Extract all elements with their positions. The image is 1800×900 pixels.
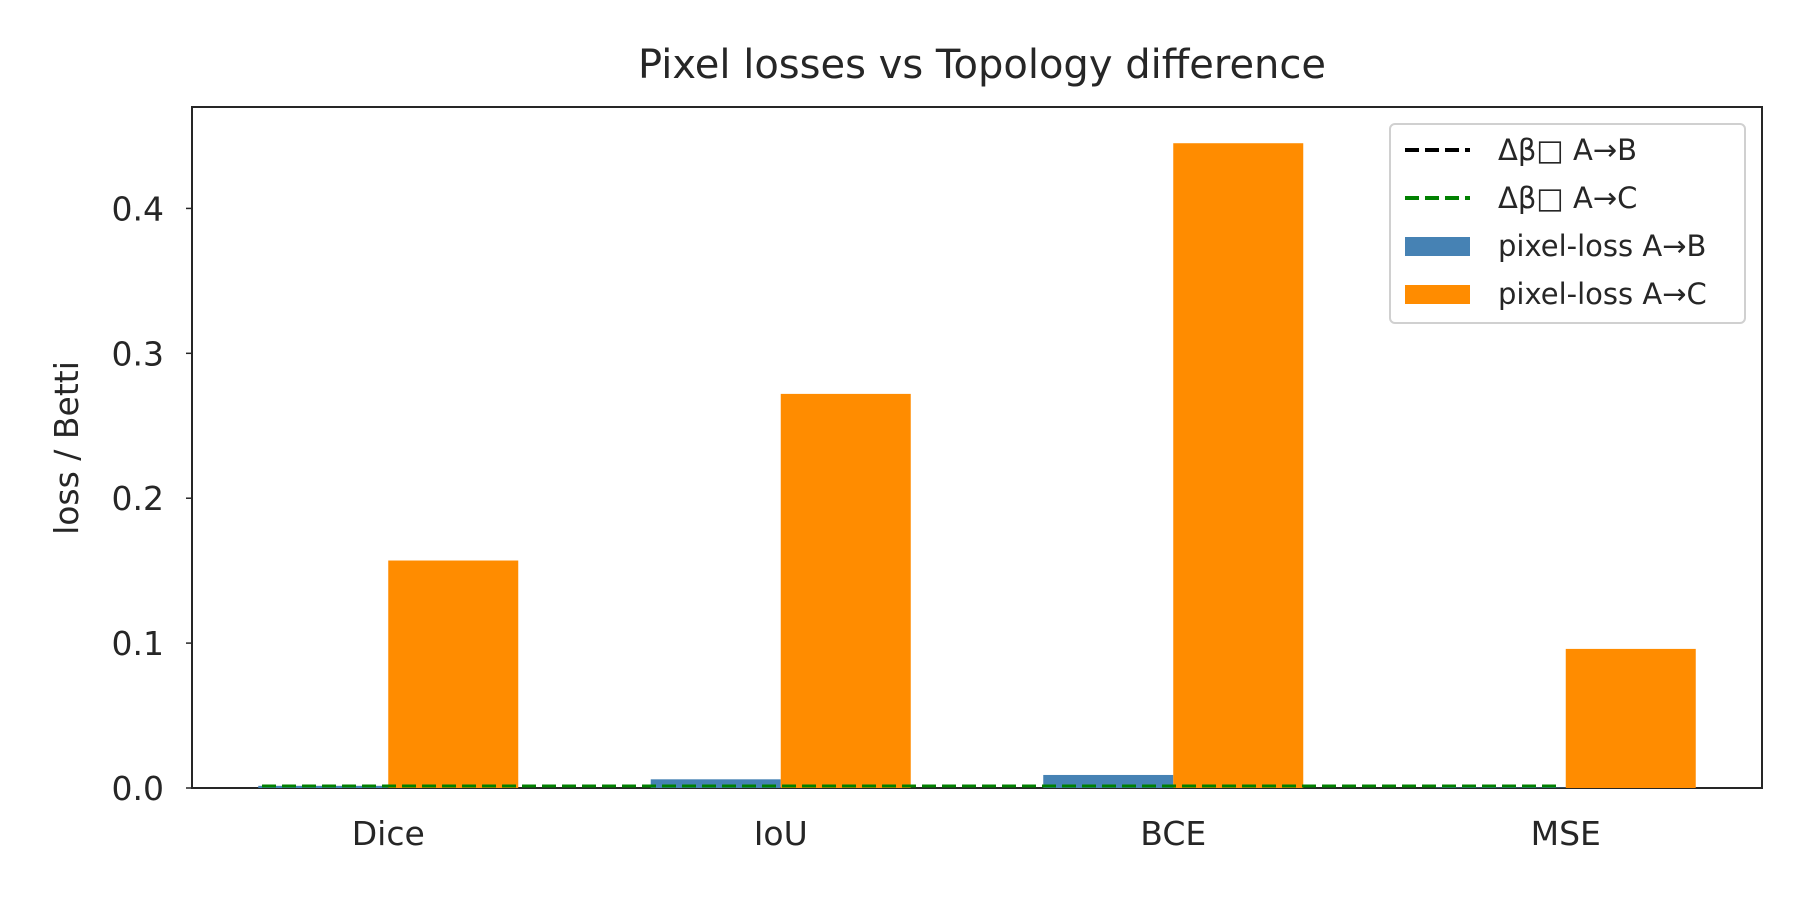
chart-title: Pixel losses vs Topology difference xyxy=(638,42,1326,88)
bars-layer xyxy=(258,143,1696,789)
legend-bar-swatch xyxy=(1405,237,1470,256)
legend-box xyxy=(1389,123,1746,324)
y-axis-label: loss / Betti xyxy=(47,361,86,535)
bar-iou-series-1 xyxy=(650,779,781,788)
legend-label: pixel-loss A→C xyxy=(1498,277,1707,311)
y-axis: 0.0 0.1 0.2 0.3 0.4 xyxy=(112,189,192,808)
x-tick-label: BCE xyxy=(1140,814,1206,853)
bar-iou-series-2 xyxy=(780,393,911,788)
y-tick-label: 0.2 xyxy=(112,479,164,518)
legend-label: Δβ□ A→B xyxy=(1498,133,1637,167)
y-tick-label: 0.1 xyxy=(112,624,164,663)
plot-area xyxy=(191,106,1763,789)
x-axis: Dice IoU BCE MSE xyxy=(352,814,1601,853)
plot-frame xyxy=(191,106,1763,789)
legend-bar-swatch xyxy=(1405,285,1470,304)
bar-dice-series-2 xyxy=(388,560,519,788)
y-tick-label: 0.0 xyxy=(112,769,164,808)
bar-mse-series-2 xyxy=(1565,648,1696,788)
bar-bce-series-2 xyxy=(1173,143,1304,789)
x-tick-label: Dice xyxy=(352,814,425,853)
legend-label: pixel-loss A→B xyxy=(1498,229,1706,263)
y-tick-label: 0.4 xyxy=(112,189,164,228)
x-tick-label: IoU xyxy=(754,814,808,853)
legend: Δβ□ A→B Δβ□ A→C pixel-loss A→B pixel-loss A… xyxy=(1389,123,1746,324)
y-tick-label: 0.3 xyxy=(112,334,164,373)
x-tick-label: MSE xyxy=(1531,814,1601,853)
legend-label: Δβ□ A→C xyxy=(1498,181,1637,215)
